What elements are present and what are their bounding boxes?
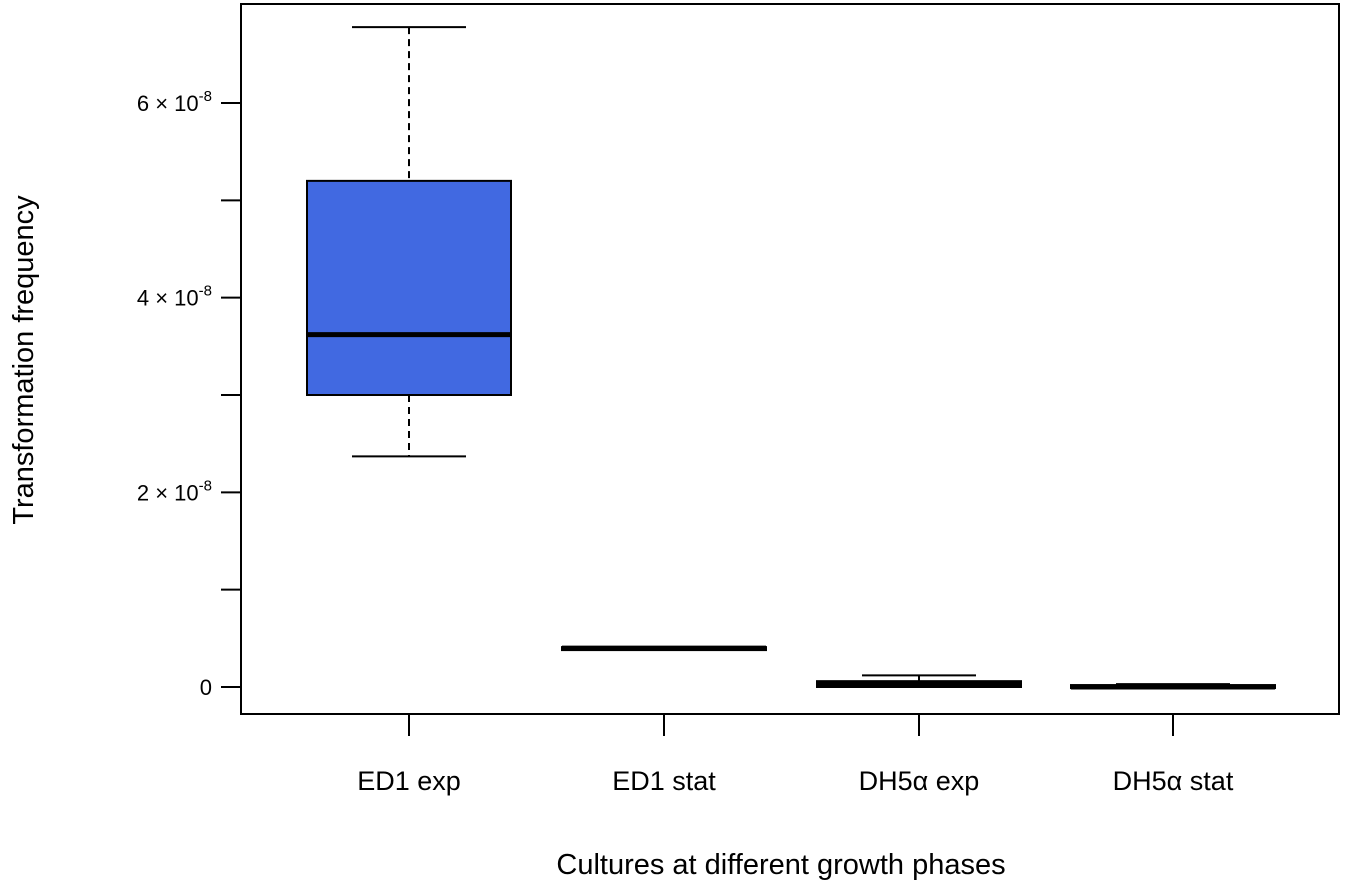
plot-frame	[240, 3, 1340, 715]
y-tick-label-exponent: -8	[199, 283, 212, 300]
x-tick-label-1: ED1 stat	[612, 766, 716, 796]
box-body	[306, 179, 512, 396]
boxes	[306, 26, 1276, 690]
box-3	[1070, 683, 1276, 690]
x-axis: ED1 exp ED1 stat DH5α exp DH5α stat	[357, 714, 1234, 796]
y-tick-label-exponent: -8	[199, 88, 212, 105]
y-tick-label-3: 6 × 10-8	[137, 88, 212, 116]
y-tick-label-mantissa: 2 × 10	[137, 480, 199, 505]
y-tick-label-0: 0	[200, 675, 212, 700]
x-tick-label-3: DH5α stat	[1113, 766, 1234, 796]
y-tick-label-exponent: -8	[199, 477, 212, 494]
y-axis: 02 × 10-84 × 10-86 × 10-8	[137, 88, 241, 700]
x-axis-title: Cultures at different growth phases	[556, 849, 1005, 881]
y-axis-title: Transformation frequency	[8, 195, 40, 525]
y-tick-label-mantissa: 6 × 10	[137, 91, 199, 116]
x-tick-label-0: ED1 exp	[357, 766, 461, 796]
y-tick-label-mantissa: 0	[200, 675, 212, 700]
y-tick-label-2: 4 × 10-8	[137, 283, 212, 311]
y-tick-label-1: 2 × 10-8	[137, 477, 212, 505]
box-1	[561, 645, 767, 652]
x-tick-label-2: DH5α exp	[859, 766, 980, 796]
box-0	[306, 26, 512, 458]
box-2	[816, 674, 1022, 688]
y-tick-label-mantissa: 4 × 10	[137, 286, 199, 311]
